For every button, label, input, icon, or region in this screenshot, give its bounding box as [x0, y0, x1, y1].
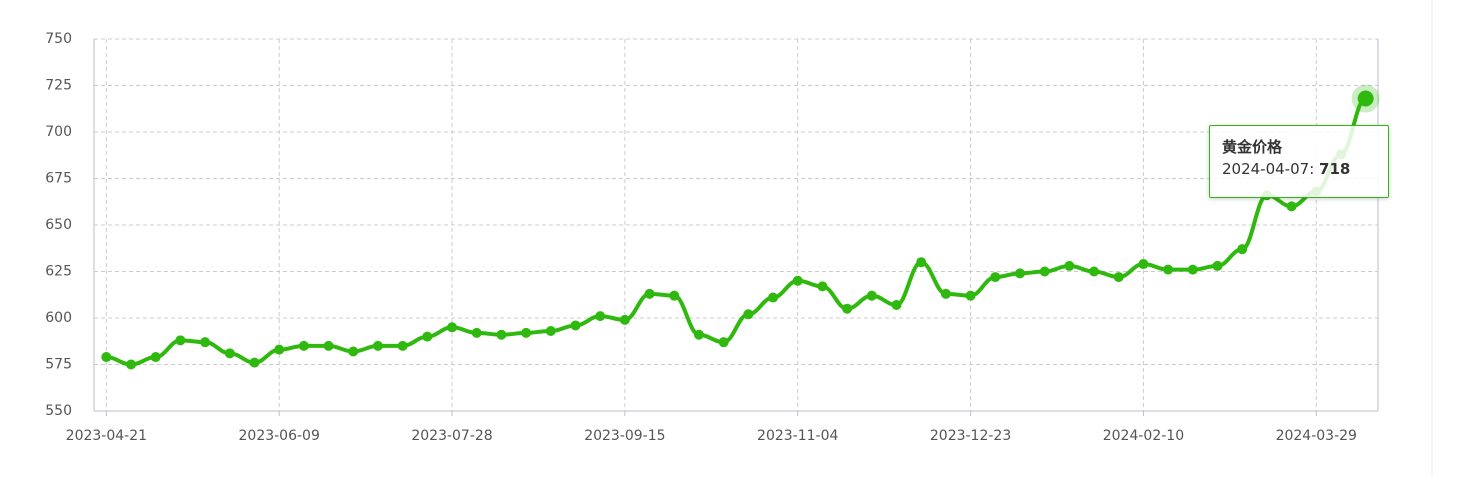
- y-tick-label: 725: [45, 78, 72, 94]
- x-tick-label: 2023-06-09: [239, 428, 320, 444]
- point: [1138, 259, 1149, 270]
- point: [496, 329, 507, 340]
- point: [224, 348, 235, 359]
- point: [817, 281, 828, 292]
- point: [200, 337, 211, 348]
- y-tick-label: 550: [45, 403, 72, 419]
- point: [644, 288, 655, 299]
- x-tick-label: 2023-07-28: [411, 428, 492, 444]
- line: [106, 96, 1367, 367]
- point: [743, 309, 754, 320]
- point: [1237, 244, 1248, 255]
- point: [1039, 266, 1050, 277]
- point: [397, 340, 408, 351]
- point: [422, 331, 433, 342]
- point: [126, 359, 137, 370]
- x-tick-label: 2023-12-23: [930, 428, 1011, 444]
- point: [471, 327, 482, 338]
- point: [1163, 264, 1174, 275]
- y-tick-label: 600: [45, 310, 72, 326]
- x-tick-label: 2023-09-15: [584, 428, 665, 444]
- point: [990, 272, 1001, 283]
- point: [669, 290, 680, 301]
- point: [693, 329, 704, 340]
- point: [101, 352, 112, 363]
- point: [768, 292, 779, 303]
- y-tick-label: 675: [45, 171, 72, 187]
- tooltip-row: 2024-04-07: 718: [1222, 160, 1376, 178]
- point: [521, 327, 532, 338]
- x-tick-label: 2024-02-10: [1103, 428, 1184, 444]
- tooltip-date: 2024-04-07: [1222, 160, 1310, 178]
- point: [150, 352, 161, 363]
- x-tick-label: 2023-04-21: [66, 428, 147, 444]
- point: [1187, 264, 1198, 275]
- point: [842, 303, 853, 314]
- tooltip-series: 黄金价格: [1222, 138, 1283, 156]
- y-tick-label: 575: [45, 357, 72, 373]
- point: [1014, 268, 1025, 279]
- point: [545, 326, 556, 337]
- x-tick-label: 2023-11-04: [757, 428, 838, 444]
- point: [298, 340, 309, 351]
- point: [372, 340, 383, 351]
- y-tick-label: 700: [45, 124, 72, 140]
- point: [323, 340, 334, 351]
- point: [570, 320, 581, 331]
- point: [1212, 260, 1223, 271]
- point: [940, 288, 951, 299]
- point: [1286, 201, 1297, 212]
- point: [175, 335, 186, 346]
- point: [595, 311, 606, 322]
- x-tick-label: 2024-03-29: [1276, 428, 1357, 444]
- point: [965, 290, 976, 301]
- y-tick-label: 625: [45, 264, 72, 280]
- point: [249, 357, 260, 368]
- point: [1113, 272, 1124, 283]
- point: [916, 257, 927, 268]
- point: [348, 346, 359, 357]
- point: [274, 344, 285, 355]
- point: [891, 299, 902, 310]
- tooltip: 黄金价格 2024-04-07: 718: [1209, 125, 1389, 198]
- tooltip-sep: :: [1309, 160, 1320, 178]
- point: [866, 290, 877, 301]
- y-tick-label: 750: [45, 31, 72, 47]
- point: [718, 337, 729, 348]
- point: [1089, 266, 1100, 277]
- tooltip-value: 718: [1319, 160, 1351, 178]
- point: [792, 275, 803, 286]
- point: [1357, 90, 1374, 107]
- y-tick-label: 650: [45, 217, 72, 233]
- point: [619, 314, 630, 325]
- point: [1064, 260, 1075, 271]
- point: [447, 322, 458, 333]
